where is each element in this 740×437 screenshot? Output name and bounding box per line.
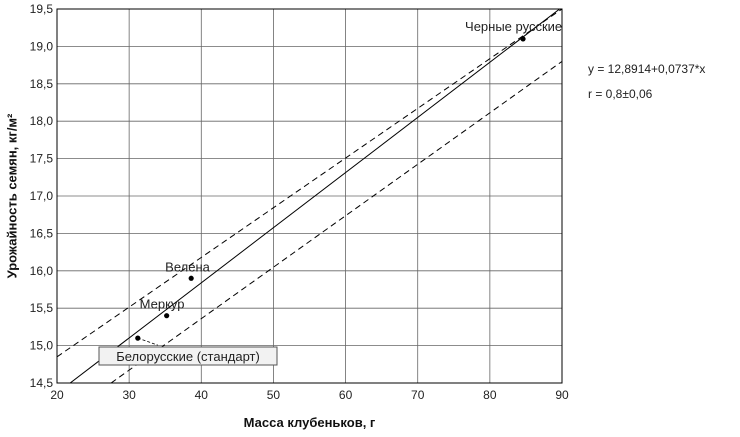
data-point — [188, 275, 194, 281]
y-tick-label: 19,5 — [30, 2, 54, 16]
point-label: Велена — [165, 259, 210, 274]
y-tick-label: 16,0 — [30, 264, 54, 278]
x-tick-label: 40 — [195, 388, 209, 402]
data-point — [520, 36, 526, 42]
point-label: Черные русские — [465, 19, 562, 34]
x-tick-label: 20 — [50, 388, 64, 402]
y-tick-label: 18,5 — [30, 77, 54, 91]
plot-area — [57, 9, 562, 383]
y-tick-label: 18,0 — [30, 114, 54, 128]
y-tick-label: 17,0 — [30, 189, 54, 203]
data-point — [135, 335, 141, 341]
x-tick-label: 50 — [267, 388, 281, 402]
point-label: Белорусские (стандарт) — [116, 349, 260, 364]
label-leader — [137, 337, 158, 346]
y-tick-label: 15,5 — [30, 301, 54, 315]
x-axis-ticks: 20 30 40 50 60 70 80 90 — [50, 388, 569, 402]
correlation-coefficient: r = 0,8±0,06 — [588, 87, 653, 101]
y-tick-label: 16,5 — [30, 226, 54, 240]
y-tick-label: 14,5 — [30, 376, 54, 390]
plot-frame — [56, 8, 563, 384]
confidence-lower-line — [110, 60, 562, 383]
grid — [56, 8, 563, 384]
data-points: Белорусские (стандарт) Меркур Велена Черные… — [98, 19, 562, 366]
label-box — [98, 346, 278, 366]
regression-line — [69, 9, 561, 383]
regression-equation: y = 12,8914+0,0737*x — [588, 62, 706, 76]
data-point — [164, 313, 170, 319]
y-axis-title: Урожайность семян, кг/м² — [5, 113, 20, 278]
x-tick-label: 90 — [555, 388, 569, 402]
x-tick-label: 60 — [339, 388, 353, 402]
x-axis-title: Масса клубеньков, г — [244, 415, 376, 430]
y-tick-label: 15,0 — [30, 339, 54, 353]
y-tick-label: 17,5 — [30, 152, 54, 166]
y-axis-ticks: 14,5 15,0 15,5 16,0 16,5 17,0 17,5 18,0 18,5 19,0… — [30, 2, 54, 390]
x-tick-label: 70 — [411, 388, 425, 402]
point-label: Меркур — [140, 297, 185, 312]
y-tick-label: 19,0 — [30, 39, 54, 53]
x-tick-label: 80 — [483, 388, 497, 402]
confidence-upper-line — [57, 9, 562, 358]
x-tick-label: 30 — [122, 388, 136, 402]
